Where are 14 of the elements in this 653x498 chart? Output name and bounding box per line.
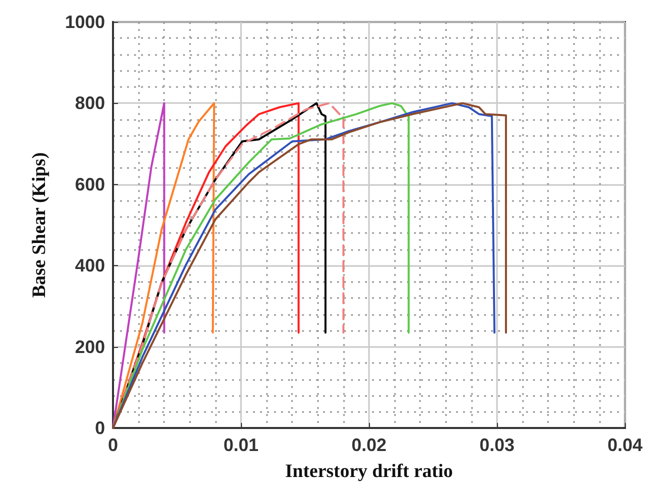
x-tick-label: 0 (108, 435, 118, 455)
y-tick-label: 400 (74, 256, 105, 276)
x-tick-label: 0.01 (223, 435, 259, 455)
x-tick-label: 0.03 (479, 435, 515, 455)
x-tick-label: 0.04 (607, 435, 643, 455)
y-tick-label: 800 (74, 93, 105, 114)
line-series (112, 102, 166, 429)
y-tick-label: 600 (74, 174, 105, 194)
y-tick-label: 200 (74, 336, 105, 357)
y-axis-title: Base Shear (Kips) (29, 152, 50, 298)
x-axis-title: Interstory drift ratio (285, 461, 453, 482)
y-tick-label: 0 (94, 418, 105, 438)
y-tick-label: 1000 (64, 12, 105, 32)
x-tick-label: 0.02 (351, 435, 387, 455)
